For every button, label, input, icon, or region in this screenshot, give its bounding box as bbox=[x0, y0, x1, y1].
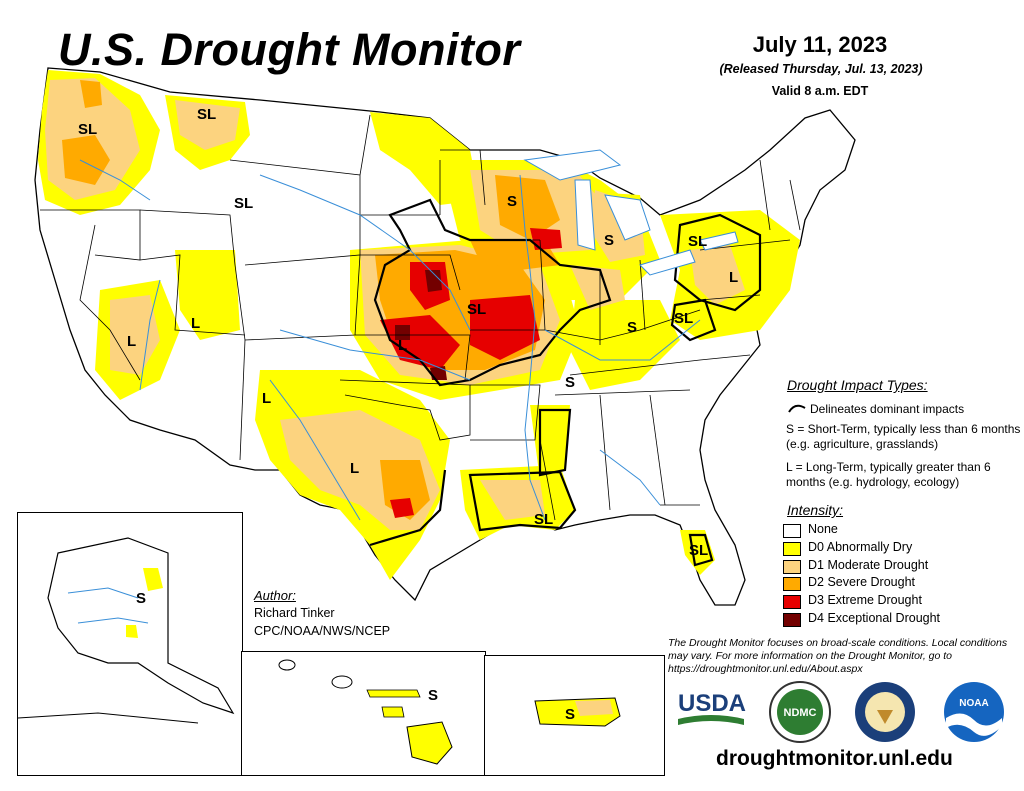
website-url[interactable]: droughtmonitor.unl.edu bbox=[716, 747, 953, 770]
legend-d4: D4 Exceptional Drought bbox=[808, 611, 941, 625]
alaska-inset: S bbox=[17, 512, 243, 776]
label-sl-ks: SL bbox=[467, 301, 486, 318]
puerto-rico-map: S bbox=[534, 697, 621, 727]
usda-logo: USDA bbox=[678, 690, 746, 725]
short-term-description: S = Short-Term, typically less than 6 mo… bbox=[786, 422, 1021, 451]
label-s-pr: S bbox=[565, 706, 575, 723]
label-s-wi: S bbox=[507, 193, 517, 210]
author-heading: Author: bbox=[254, 588, 296, 603]
hawaii-inset: S bbox=[241, 651, 486, 776]
swatch-none bbox=[783, 524, 801, 538]
delineation-line-icon bbox=[788, 404, 806, 413]
label-sl-la: SL bbox=[534, 511, 553, 528]
impact-labels: SL SL SL S S SL L SL L L L L L S SL S SL… bbox=[78, 106, 738, 559]
disclaimer-text: The Drought Monitor focuses on broad-sca… bbox=[668, 637, 1008, 675]
delineates-label: Delineates dominant impacts bbox=[810, 402, 965, 416]
label-s-mi: S bbox=[604, 232, 614, 249]
alaska-map: S bbox=[17, 537, 235, 724]
label-sl-id: SL bbox=[197, 106, 216, 123]
release-date: (Released Thursday, Jul. 13, 2023) bbox=[719, 62, 923, 76]
swatch-d2 bbox=[783, 577, 801, 591]
swatch-d0 bbox=[783, 542, 801, 556]
great-lakes bbox=[523, 149, 739, 276]
svg-text:USDA: USDA bbox=[678, 690, 746, 717]
label-s-ky: S bbox=[627, 319, 637, 336]
long-term-description: L = Long-Term, typically greater than 6 … bbox=[786, 460, 991, 489]
label-l-ut: L bbox=[191, 315, 200, 332]
label-l-ny: L bbox=[729, 269, 738, 286]
label-s-ar: S bbox=[565, 374, 575, 391]
legend-d2: D2 Severe Drought bbox=[808, 575, 916, 589]
ndmc-logo: NDMC bbox=[769, 681, 831, 743]
legend-d1: D1 Moderate Drought bbox=[808, 558, 929, 572]
label-sl-pa: SL bbox=[688, 233, 707, 250]
svg-text:NDMC: NDMC bbox=[784, 707, 817, 719]
label-sl-wa: SL bbox=[78, 121, 97, 138]
label-l-tx: L bbox=[350, 460, 359, 477]
svg-text:NOAA: NOAA bbox=[959, 698, 988, 709]
map-date: July 11, 2023 bbox=[752, 32, 888, 57]
noaa-logo: NOAA bbox=[944, 682, 1004, 742]
label-l-az: L bbox=[262, 390, 271, 407]
label-s-ak: S bbox=[136, 590, 146, 607]
rivers bbox=[79, 159, 701, 521]
label-sl-fl: SL bbox=[689, 542, 708, 559]
swatch-d4 bbox=[783, 613, 801, 627]
legend-d3: D3 Extreme Drought bbox=[808, 593, 922, 607]
label-l-nv: L bbox=[127, 333, 136, 350]
impact-types-heading: Drought Impact Types: bbox=[787, 377, 928, 393]
legend-none: None bbox=[808, 522, 838, 536]
author-name: Richard Tinker bbox=[254, 606, 335, 620]
swatch-d1 bbox=[783, 560, 801, 574]
author-org: CPC/NOAA/NWS/NCEP bbox=[254, 624, 391, 638]
label-sl-oh: SL bbox=[674, 310, 693, 327]
commerce-seal-logo bbox=[855, 682, 915, 742]
state-boundaries bbox=[40, 114, 801, 521]
label-s-hi: S bbox=[428, 687, 438, 704]
map-title: U.S. Drought Monitor bbox=[58, 24, 521, 75]
valid-time: Valid 8 a.m. EDT bbox=[771, 84, 869, 98]
puerto-rico-inset: S bbox=[484, 655, 665, 776]
intensity-heading: Intensity: bbox=[787, 502, 844, 518]
hawaii-map: S bbox=[278, 659, 453, 765]
swatch-d3 bbox=[783, 595, 801, 609]
label-l-ks: L bbox=[398, 337, 407, 354]
legend-d0: D0 Abnormally Dry bbox=[808, 540, 913, 554]
label-sl-mt: SL bbox=[234, 195, 253, 212]
